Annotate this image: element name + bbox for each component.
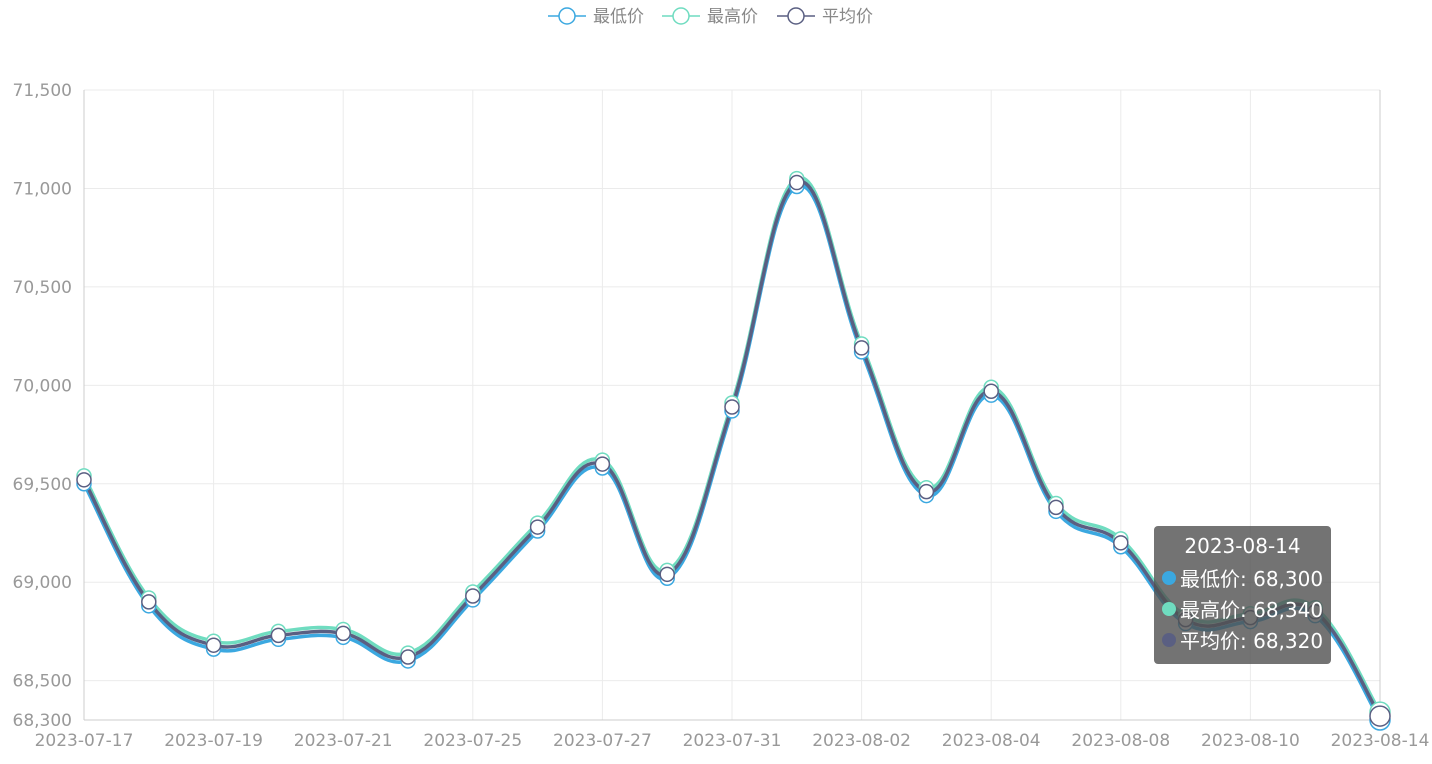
y-tick-label: 68,300 bbox=[13, 711, 72, 731]
tooltip-row-high: 最高价: 68,340 bbox=[1162, 593, 1331, 624]
x-tick-label: 2023-08-02 bbox=[812, 731, 911, 751]
legend-swatch-circle bbox=[787, 7, 805, 25]
grid-layer bbox=[84, 89, 1380, 720]
legend-item-0[interactable]: 最低价 bbox=[548, 7, 644, 27]
series-2-point[interactable] bbox=[1369, 705, 1391, 727]
legend-swatch-circle bbox=[558, 7, 576, 25]
x-tick-label: 2023-07-17 bbox=[35, 731, 134, 751]
y-tick-label: 69,000 bbox=[13, 573, 72, 593]
series-2-point[interactable] bbox=[1113, 535, 1129, 551]
tooltip: 2023-08-14 最低价: 68,300 最高价: 68,340 平均价: … bbox=[1154, 526, 1331, 664]
series-2-point[interactable] bbox=[205, 637, 222, 653]
tooltip-label-high: 最高价: 68,340 bbox=[1180, 598, 1324, 622]
legend-item-2[interactable]: 平均价 bbox=[777, 7, 873, 27]
legend-label: 平均价 bbox=[822, 7, 873, 27]
x-tick-label: 2023-08-04 bbox=[942, 731, 1041, 751]
y-tick-label: 70,500 bbox=[13, 278, 72, 298]
tooltip-dot-avg bbox=[1162, 632, 1176, 647]
series-2-point[interactable] bbox=[789, 174, 805, 191]
y-tick-label: 70,000 bbox=[13, 376, 72, 396]
series-2-point[interactable] bbox=[335, 625, 351, 642]
axis-layer: 71,500 71,000 70,500 70,000 69,500 69,000 68,5… bbox=[13, 81, 1430, 751]
series-2-point[interactable] bbox=[918, 483, 935, 500]
series-2-point[interactable] bbox=[594, 456, 611, 472]
y-tick-label: 71,500 bbox=[13, 81, 72, 101]
x-tick-label: 2023-07-31 bbox=[683, 731, 782, 751]
x-tick-label: 2023-08-08 bbox=[1071, 731, 1170, 751]
series-2-point[interactable] bbox=[270, 627, 287, 644]
series-line-2 bbox=[82, 180, 1382, 718]
x-tick-label: 2023-08-10 bbox=[1201, 731, 1300, 751]
series-2-point[interactable] bbox=[400, 649, 416, 665]
legend-item-1[interactable]: 最高价 bbox=[662, 7, 758, 27]
series-2-point[interactable] bbox=[529, 519, 546, 535]
legend[interactable]: 最低价 最高价 平均价 bbox=[548, 7, 873, 27]
series-2-point[interactable] bbox=[659, 566, 675, 583]
tooltip-row-low: 最低价: 68,300 bbox=[1162, 562, 1331, 593]
x-tick-label: 2023-07-19 bbox=[164, 731, 263, 751]
series-2-point[interactable] bbox=[983, 383, 999, 399]
x-tick-label: 2023-07-21 bbox=[294, 731, 393, 751]
y-tick-label: 68,500 bbox=[13, 672, 72, 692]
legend-swatch-circle bbox=[672, 7, 690, 25]
x-tick-label: 2023-07-25 bbox=[423, 731, 522, 751]
x-tick-label: 2023-08-14 bbox=[1331, 731, 1430, 751]
series-layer bbox=[76, 170, 1391, 731]
series-2-point[interactable] bbox=[1048, 499, 1064, 516]
series-2-point[interactable] bbox=[724, 399, 740, 415]
legend-label: 最低价 bbox=[593, 7, 644, 27]
series-2-point[interactable] bbox=[853, 340, 870, 356]
tooltip-dot-low bbox=[1162, 570, 1176, 585]
series-2-point[interactable] bbox=[76, 472, 92, 488]
legend-label: 最高价 bbox=[707, 7, 758, 27]
series-2-point[interactable] bbox=[141, 594, 157, 610]
y-tick-label: 71,000 bbox=[13, 179, 72, 199]
x-tick-label: 2023-07-27 bbox=[553, 731, 652, 751]
tooltip-dot-high bbox=[1162, 601, 1176, 616]
tooltip-title: 2023-08-14 bbox=[1184, 534, 1301, 558]
y-tick-label: 69,500 bbox=[13, 475, 72, 495]
tooltip-row-avg: 平均价: 68,320 bbox=[1162, 624, 1331, 655]
series-2-point[interactable] bbox=[465, 588, 481, 604]
tooltip-label-low: 最低价: 68,300 bbox=[1180, 567, 1324, 591]
tooltip-label-avg: 平均价: 68,320 bbox=[1180, 629, 1324, 653]
